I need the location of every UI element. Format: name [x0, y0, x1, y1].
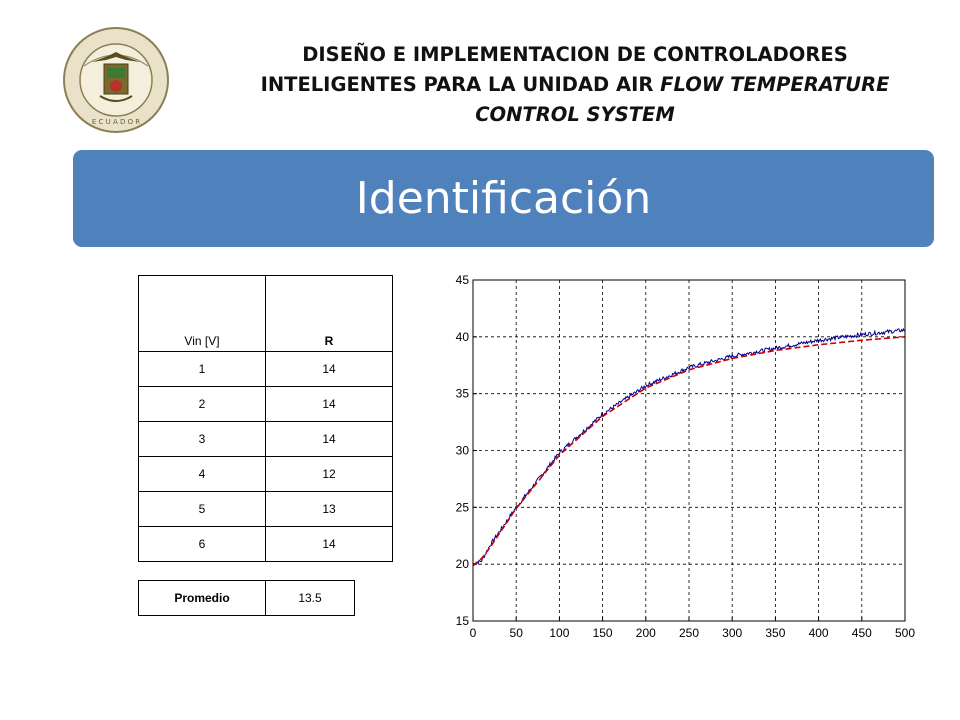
cell-vin: 3	[138, 421, 266, 457]
table-row: 5 13	[138, 491, 393, 527]
x-tick-label: 100	[549, 626, 569, 640]
table-row: 6 14	[138, 526, 393, 562]
column-header-vin: Vin [V]	[138, 275, 266, 352]
y-tick-label: 20	[456, 557, 470, 571]
title-line-1: DISEÑO E IMPLEMENTACION DE CONTROLADORES	[302, 43, 848, 66]
model-series-line	[472, 336, 906, 566]
x-tick-label: 150	[593, 626, 613, 640]
cell-vin: 6	[138, 526, 266, 562]
cell-r: 13	[265, 491, 393, 527]
x-tick-label: 500	[895, 626, 915, 640]
y-tick-label: 40	[456, 330, 470, 344]
title-line-3: CONTROL SYSTEM	[475, 103, 675, 126]
y-tick-label: 30	[456, 444, 470, 458]
presentation-title: DISEÑO E IMPLEMENTACION DE CONTROLADORES…	[215, 40, 935, 130]
x-tick-label: 400	[809, 626, 829, 640]
section-heading: Identificación	[355, 173, 652, 224]
x-tick-label: 300	[722, 626, 742, 640]
cell-vin: 1	[138, 351, 266, 387]
cell-r: 14	[265, 351, 393, 387]
x-tick-label: 350	[765, 626, 785, 640]
svg-text:E C U A D O R: E C U A D O R	[92, 118, 140, 126]
x-tick-label: 0	[470, 626, 477, 640]
cell-r: 12	[265, 456, 393, 492]
y-tick-label: 35	[456, 387, 470, 401]
average-label: Promedio	[138, 580, 266, 616]
table-header-row: Vin [V] R	[138, 275, 393, 352]
average-table: Promedio 13.5	[138, 580, 355, 616]
y-tick-label: 25	[456, 500, 470, 514]
column-header-r: R	[265, 275, 393, 352]
cell-r: 14	[265, 421, 393, 457]
table-row: 2 14	[138, 386, 393, 422]
title-line-2-normal: INTELIGENTES PARA LA UNIDAD AIR	[260, 73, 661, 96]
cell-r: 14	[265, 526, 393, 562]
title-line-2-italic: FLOW TEMPERATURE	[660, 73, 890, 96]
cell-vin: 4	[138, 456, 266, 492]
average-row: Promedio 13.5	[138, 580, 355, 616]
cell-vin: 2	[138, 386, 266, 422]
plot-frame	[472, 279, 906, 622]
table-row: 4 12	[138, 456, 393, 492]
table-row: 1 14	[138, 351, 393, 387]
x-tick-label: 50	[510, 626, 524, 640]
y-tick-label: 15	[456, 614, 470, 628]
x-tick-label: 200	[636, 626, 656, 640]
x-tick-label: 250	[679, 626, 699, 640]
average-value: 13.5	[265, 580, 355, 616]
identification-table: Vin [V] R 1 14 2 14 3 14 4 12 5 13 6 14	[138, 275, 393, 562]
x-tick-label: 450	[852, 626, 872, 640]
cell-r: 14	[265, 386, 393, 422]
table-row: 3 14	[138, 421, 393, 457]
university-seal-logo: E C U A D O R	[63, 27, 169, 133]
title-line-2: INTELIGENTES PARA LA UNIDAD AIR FLOW TEM…	[215, 70, 935, 100]
y-tick-label: 45	[456, 273, 470, 287]
section-banner: Identificación	[73, 150, 934, 247]
cell-vin: 5	[138, 491, 266, 527]
step-response-chart: 0 50 100 150 200 250 300 350 400 450 500 15 20 25 30 35…	[456, 273, 916, 640]
